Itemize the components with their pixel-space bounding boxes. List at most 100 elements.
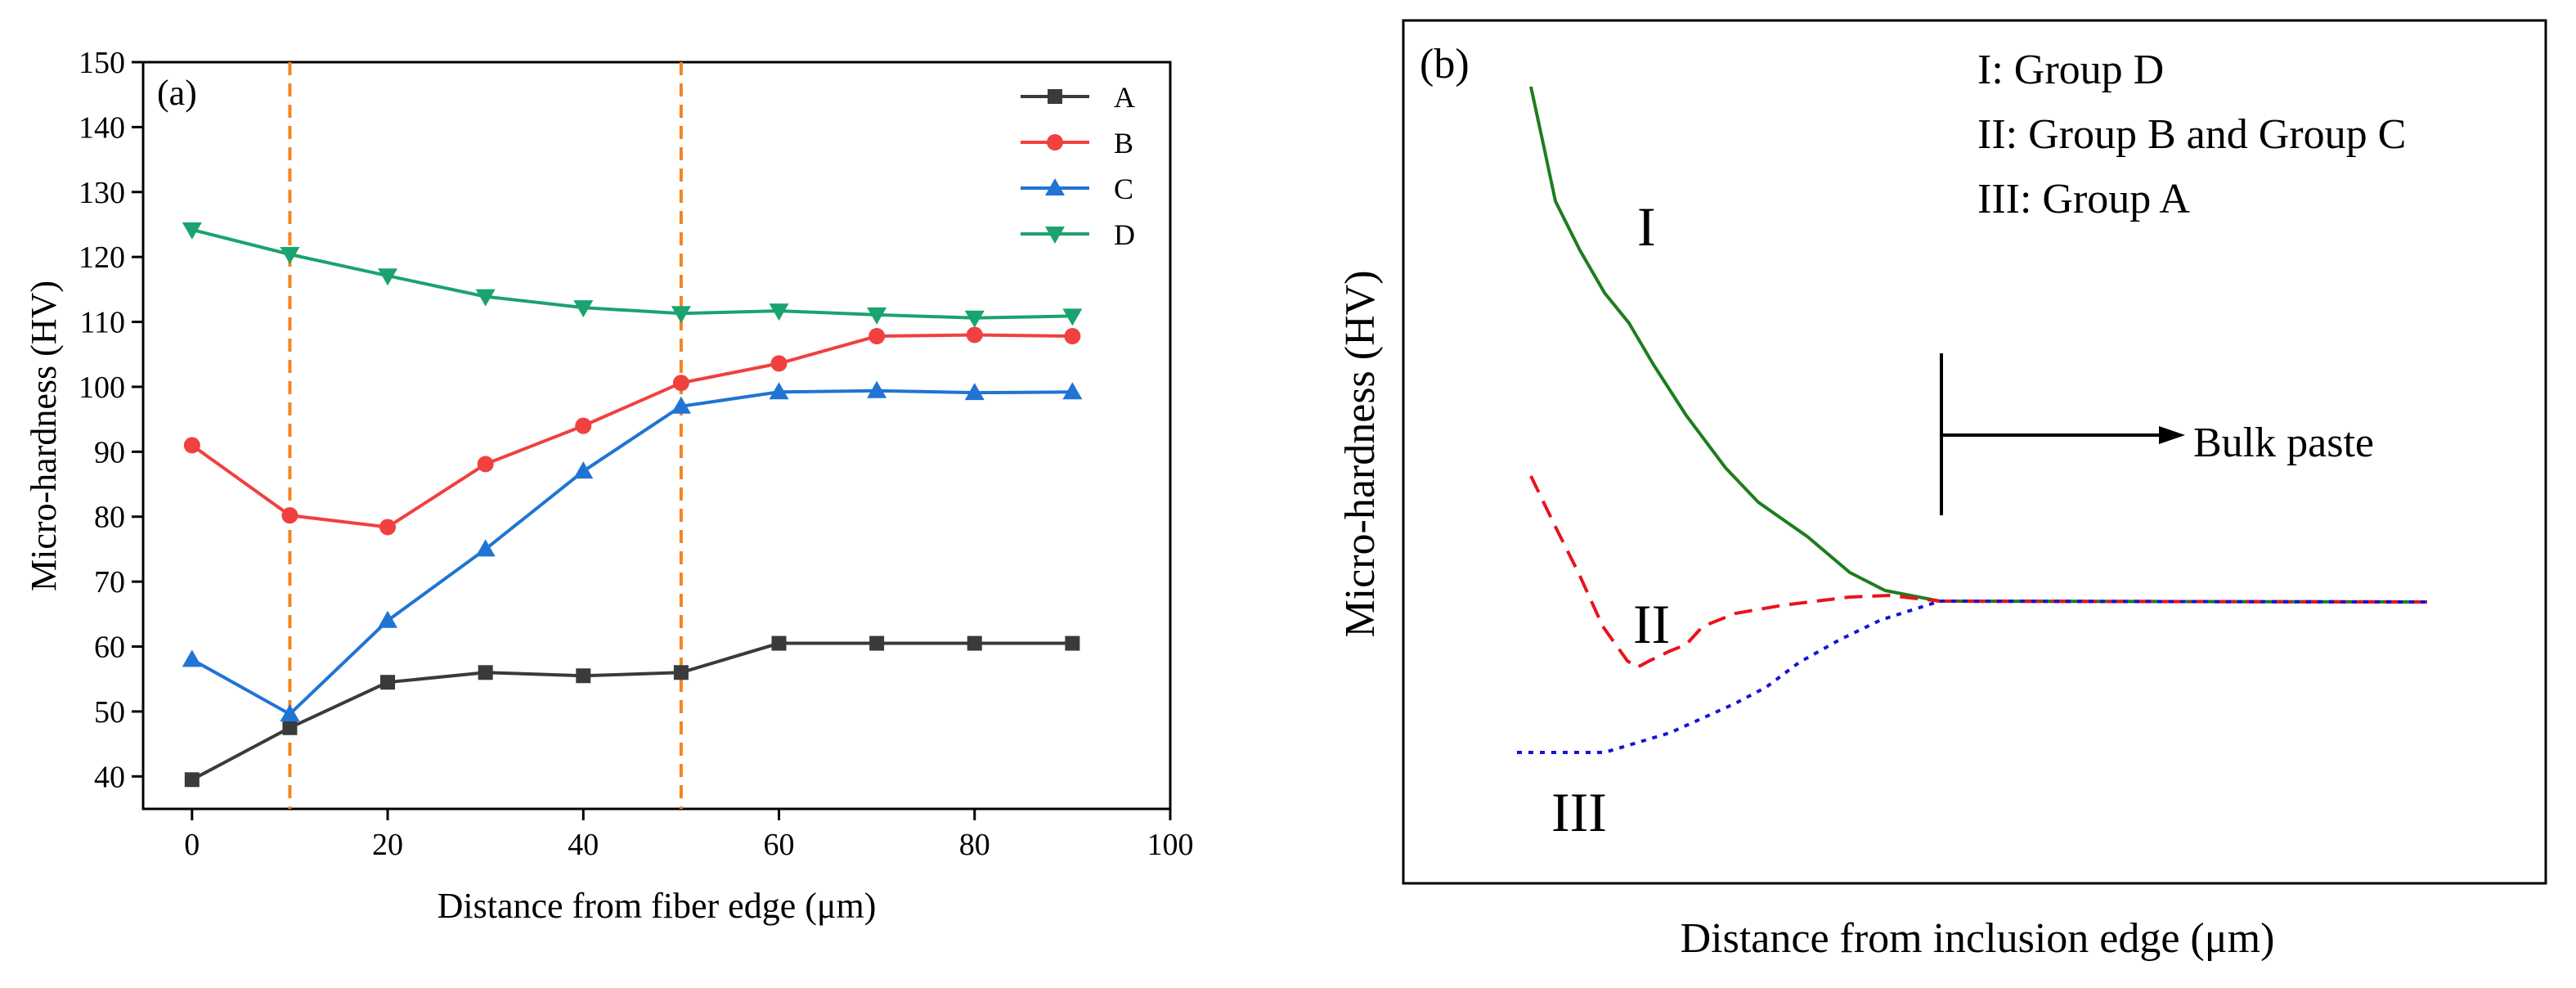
panel-b-plot-frame	[1402, 19, 2547, 885]
panel-a-x-axis-title: Distance from fiber edge (μm)	[438, 886, 877, 926]
y-tick-label: 70	[94, 565, 125, 600]
x-tick-label: 0	[184, 828, 200, 862]
data-point-D	[475, 289, 496, 307]
data-point-C	[671, 396, 691, 414]
data-point-C	[475, 539, 496, 557]
data-point-C	[1062, 382, 1083, 400]
data-point-A	[869, 635, 885, 651]
data-point-D	[1062, 308, 1083, 326]
curve-iii	[1517, 600, 1941, 754]
data-point-A	[673, 665, 689, 680]
y-tick-label: 120	[79, 240, 125, 275]
panel-a-y-axis-title: Micro-hardness (HV)	[24, 281, 64, 591]
data-point-A	[184, 772, 200, 788]
x-tick-label: 60	[764, 828, 795, 862]
series-line-A	[191, 641, 1073, 782]
data-point-D	[964, 310, 985, 328]
panel-a-reference-lines	[288, 62, 683, 809]
panel-b-x-axis-title: Distance from inclusion edge (μm)	[1681, 915, 2275, 962]
data-point-C	[964, 383, 985, 401]
data-point-A	[1065, 635, 1080, 651]
data-point-C	[867, 380, 887, 398]
curve-i	[1529, 86, 1941, 603]
bulk-line-ii	[1939, 600, 2428, 604]
y-tick-label: 50	[94, 695, 125, 730]
data-point-B	[966, 326, 983, 344]
data-point-D	[671, 306, 691, 324]
series-line-D	[191, 227, 1073, 320]
y-tick-label: 150	[79, 46, 125, 80]
data-point-A	[478, 665, 493, 680]
y-tick-label: 80	[94, 501, 125, 535]
x-tick-label: 40	[568, 828, 599, 862]
legend-marker	[1045, 178, 1065, 195]
series-C	[182, 380, 1083, 722]
legend-label: A	[1114, 81, 1135, 114]
data-point-C	[769, 382, 789, 400]
panel-b-schematic: (b) I: Group D II: Group B and Group C I…	[1337, 19, 2547, 962]
data-point-B	[281, 507, 298, 524]
panel-b-legend-line-2: II: Group B and Group C	[1977, 111, 2406, 158]
y-tick-label: 40	[94, 760, 125, 794]
data-point-B	[672, 375, 689, 392]
data-point-D	[867, 307, 887, 325]
data-point-B	[770, 355, 788, 372]
data-point-D	[280, 246, 300, 264]
data-point-B	[379, 519, 397, 536]
data-point-C	[573, 461, 594, 479]
x-tick-label: 20	[372, 828, 403, 862]
panel-a-series	[182, 222, 1083, 788]
y-tick-label: 140	[79, 110, 125, 145]
series-D	[182, 222, 1083, 328]
curve-ii-label: II	[1633, 593, 1670, 655]
data-point-A	[967, 635, 982, 651]
legend-marker	[1047, 134, 1063, 150]
legend-marker	[1048, 89, 1062, 104]
bulk-paste-label: Bulk paste	[2193, 420, 2374, 466]
legend-marker	[1045, 227, 1065, 244]
panel-b-label: (b)	[1420, 41, 1470, 88]
legend-label: C	[1114, 173, 1133, 205]
legend-label: B	[1114, 127, 1133, 159]
data-point-C	[280, 704, 300, 722]
data-point-C	[182, 649, 202, 667]
data-point-A	[771, 635, 787, 651]
data-point-C	[378, 610, 398, 628]
series-line-C	[191, 388, 1073, 716]
panel-a-label: (a)	[157, 73, 197, 113]
data-point-B	[868, 328, 886, 345]
y-tick-label: 110	[79, 306, 125, 340]
x-tick-label: 100	[1147, 828, 1194, 862]
curve-iii-label: III	[1551, 781, 1607, 843]
data-point-B	[477, 456, 494, 473]
x-tick-label: 80	[959, 828, 990, 862]
y-tick-label: 130	[79, 176, 125, 210]
series-B	[183, 326, 1081, 536]
y-tick-label: 100	[79, 370, 125, 405]
panel-a-plot-frame	[141, 61, 1172, 811]
data-point-A	[576, 668, 591, 684]
panel-a-line-chart: 0 20 40 60 80 100 40 50 60 70 80 90 100 110 120 130 140 1…	[24, 46, 1194, 926]
bulk-arrow-head	[2159, 426, 2185, 444]
data-point-D	[182, 222, 202, 240]
series-line-B	[191, 333, 1073, 529]
data-point-A	[282, 720, 298, 735]
panel-b-legend-line-1: I: Group D	[1977, 47, 2164, 93]
data-point-B	[575, 417, 592, 434]
data-point-D	[769, 303, 789, 321]
y-tick-label: 60	[94, 631, 125, 665]
y-tick-label: 90	[94, 435, 125, 469]
data-point-B	[1064, 328, 1081, 345]
bulk-line-iii	[1939, 600, 2428, 604]
data-point-D	[573, 300, 594, 318]
curve-ii	[1529, 475, 1941, 670]
panel-b-legend-line-3: III: Group A	[1977, 176, 2190, 222]
panel-b-y-axis-title: Micro-hardness (HV)	[1337, 270, 1384, 637]
panel-a-ticks: 0 20 40 60 80 100 40 50 60 70 80 90 100 110 120 130 140 1…	[79, 46, 1194, 862]
data-point-B	[183, 437, 200, 454]
data-point-A	[380, 675, 396, 690]
curve-i-label: I	[1637, 195, 1656, 258]
series-A	[184, 635, 1080, 788]
